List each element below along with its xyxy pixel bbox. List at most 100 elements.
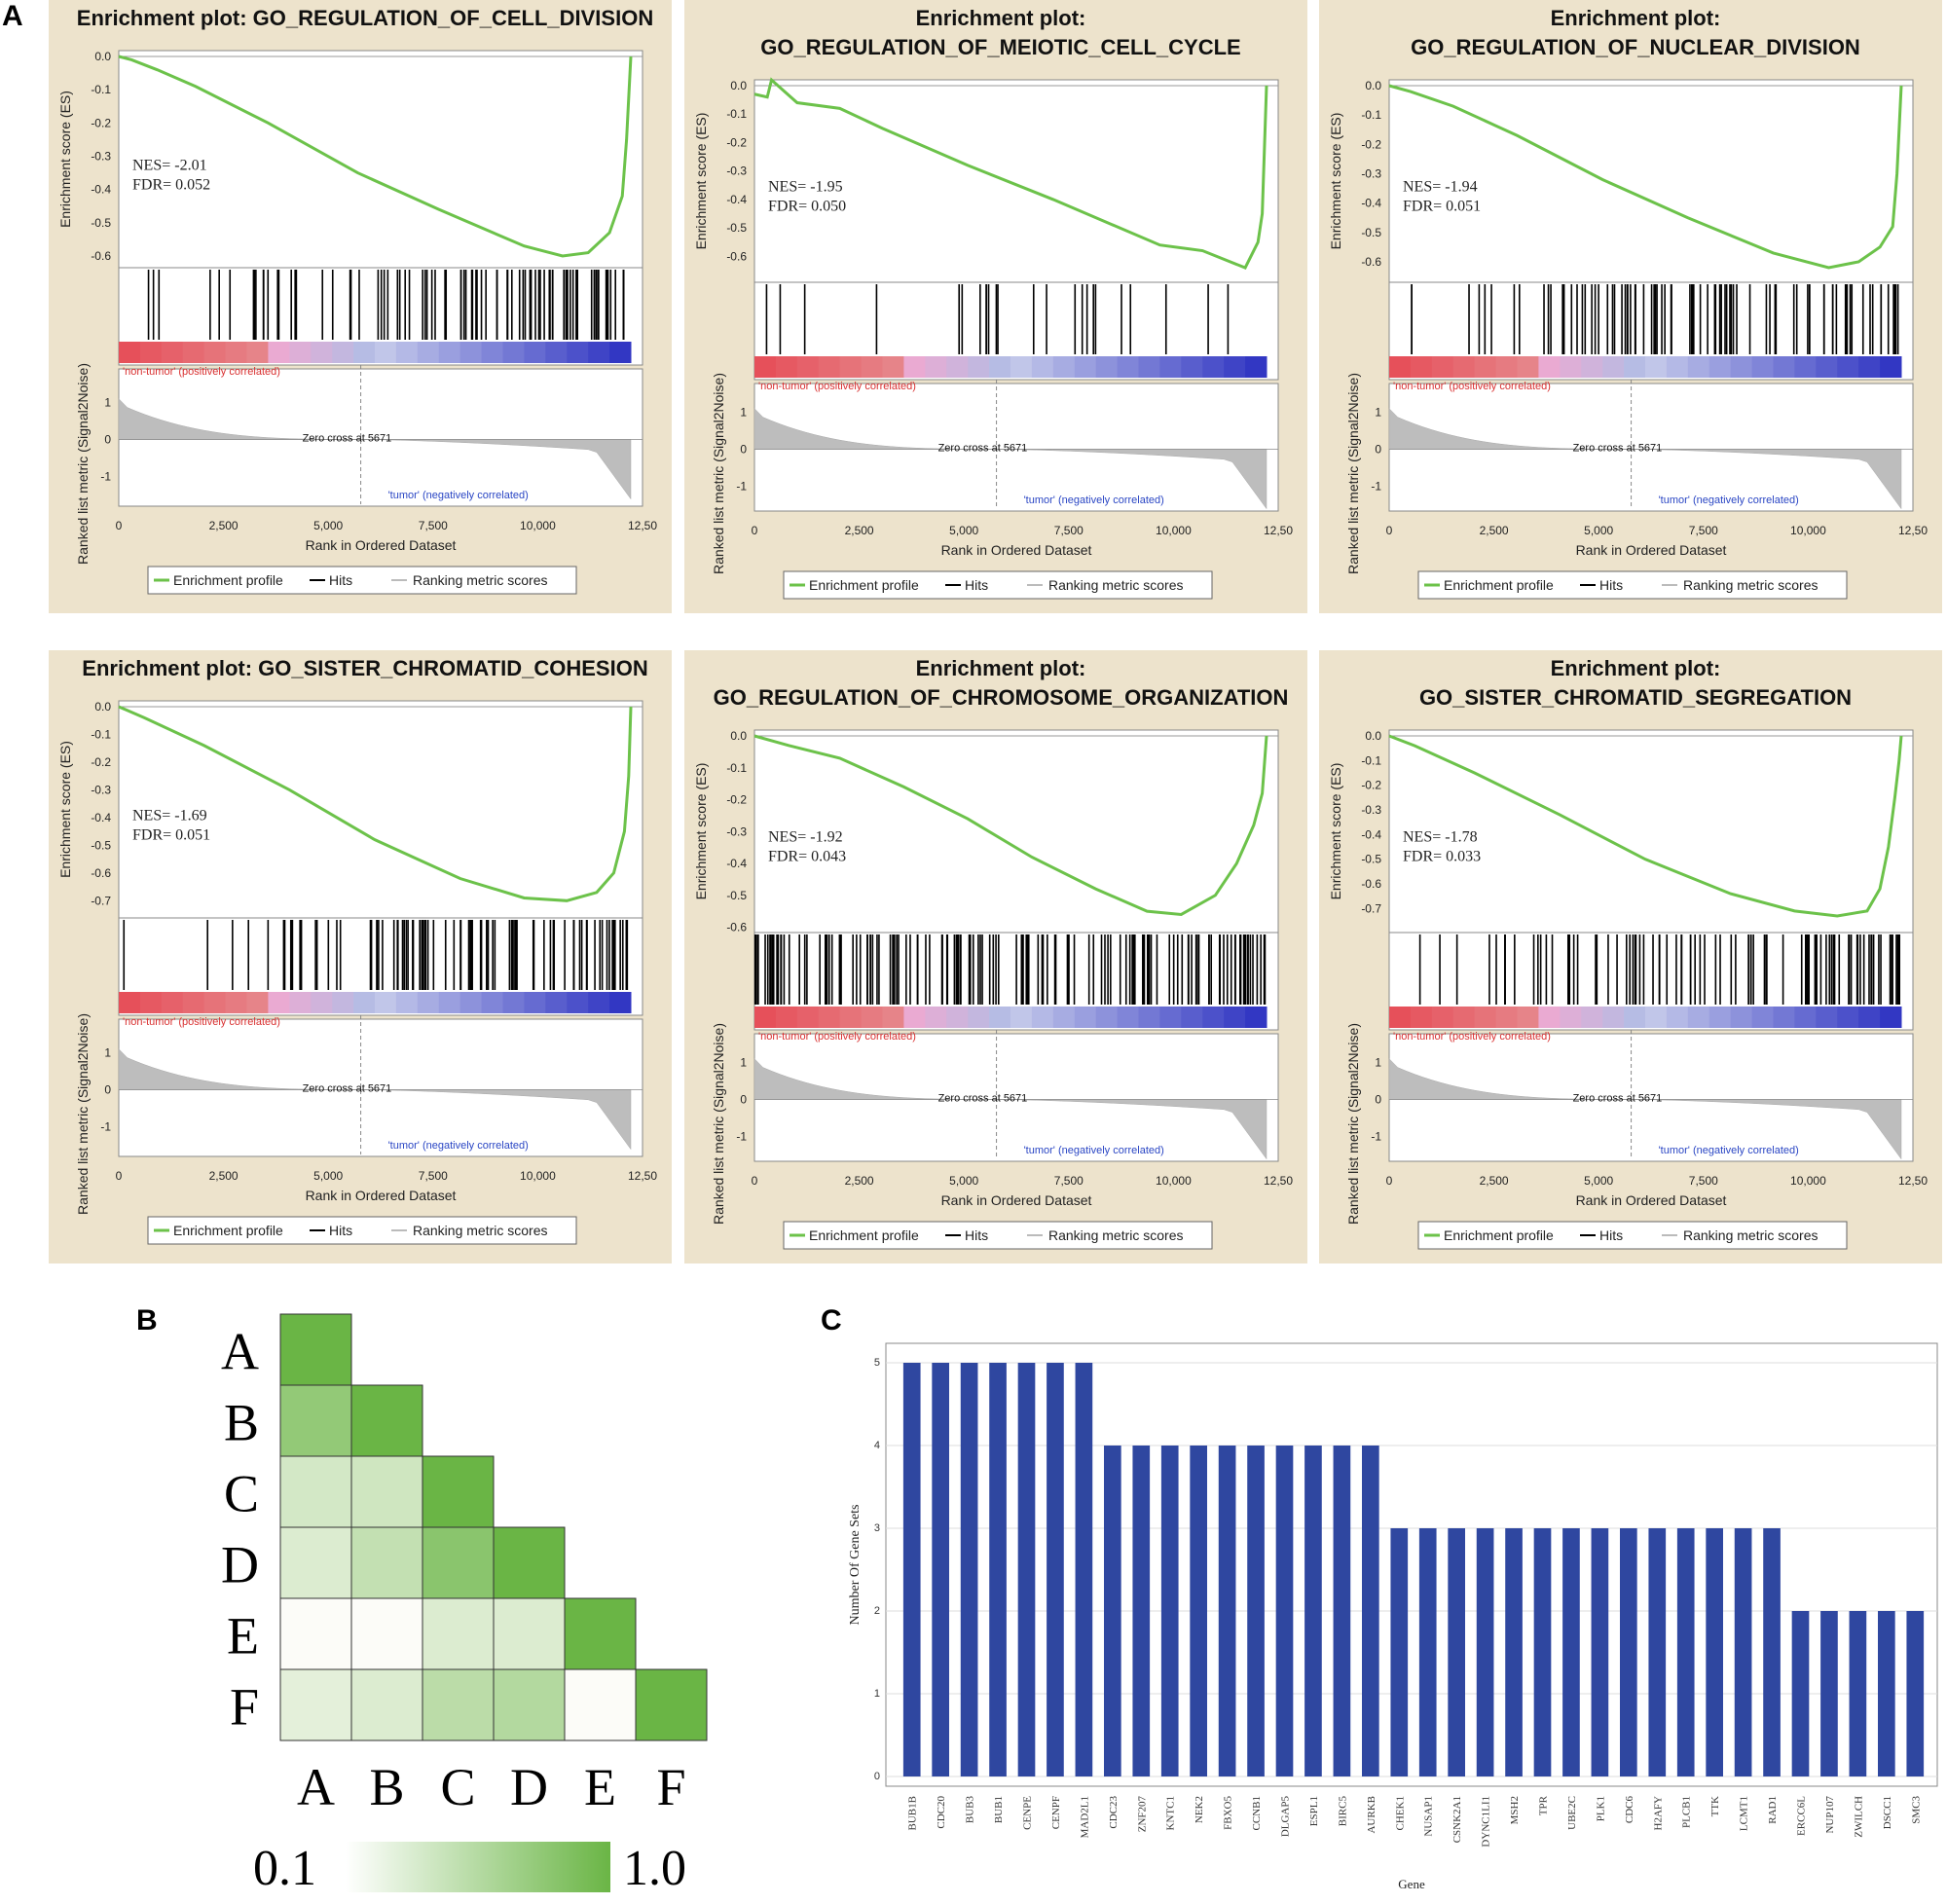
bar-chart-svg: 0 1 2 3 4 5 BUB1B CDC20 BUB3 BUB1 CENPE CENPF MAD2L1… <box>848 1342 1938 1891</box>
color-bar-segment <box>1117 356 1139 378</box>
color-bar-segment <box>1645 356 1668 378</box>
es-tick-label: -0.3 <box>726 165 747 178</box>
color-bar-segment <box>1602 356 1625 378</box>
color-bar-segment <box>1666 356 1689 378</box>
color-bar-segment <box>1095 356 1119 378</box>
color-bar-segment <box>1538 356 1561 378</box>
nes-text: NES= -1.78 <box>1403 828 1478 845</box>
gene-label: SMC3 <box>1910 1796 1922 1824</box>
heatmap-col-label: A <box>297 1758 335 1816</box>
metric-tick-label: 1 <box>104 1046 111 1060</box>
legend-box <box>1417 1221 1848 1250</box>
x-tick-label: 12,50 <box>1264 1174 1293 1188</box>
es-tick-label: -0.5 <box>1361 853 1381 866</box>
color-bar-segment <box>1581 356 1603 378</box>
color-bar-segment <box>182 342 205 363</box>
zero-cross-label: Zero cross at 5671 <box>303 1083 392 1095</box>
fdr-text: FDR= 0.051 <box>132 827 210 844</box>
color-bar-segment <box>353 992 376 1013</box>
x-tick-label: 2,500 <box>209 519 239 532</box>
color-bar-segment <box>1730 1007 1753 1028</box>
color-bar-segment <box>417 992 440 1013</box>
color-bar-segment <box>1052 356 1076 378</box>
metric-axis-label: Ranked list metric (Signal2Noise) <box>711 373 726 574</box>
color-bar-segment <box>839 356 863 378</box>
gene-bar <box>1476 1528 1494 1776</box>
gene-label: CHEK1 <box>1394 1796 1406 1830</box>
es-tick-label: -0.6 <box>1361 877 1381 891</box>
es-tick-label: -0.3 <box>91 783 111 796</box>
gsea-panel-4: Enrichment plot: GO_SISTER_CHROMATID_COH… <box>49 650 672 1263</box>
heatmap-cell <box>422 1526 495 1599</box>
es-tick-label: -0.7 <box>1361 901 1381 915</box>
gene-bar <box>1906 1611 1925 1776</box>
es-tick-label: -0.3 <box>1361 166 1381 180</box>
color-bar-segment <box>1624 1007 1646 1028</box>
negative-label: 'tumor' (negatively correlated) <box>1024 494 1164 506</box>
legend-label: Ranking metric scores <box>1048 577 1184 593</box>
scale-min-label: 0.1 <box>253 1841 316 1896</box>
gene-bar <box>1390 1528 1409 1776</box>
color-bar-segment <box>1708 1007 1732 1028</box>
gene-bar <box>1591 1528 1609 1776</box>
metric-axis-label: Ranked list metric (Signal2Noise) <box>75 363 91 565</box>
es-plot-area <box>118 700 643 919</box>
gene-label: CCNB1 <box>1251 1796 1263 1830</box>
es-tick-label: -0.4 <box>726 857 747 870</box>
heatmap-col-label: D <box>510 1758 548 1816</box>
x-tick-label: 2,500 <box>1480 524 1509 537</box>
gene-bar <box>1362 1446 1379 1776</box>
color-bar-segment <box>1138 1007 1160 1028</box>
color-bar-segment <box>1517 356 1539 378</box>
heatmap-row-label: B <box>224 1394 259 1452</box>
bar-y-axis-label: Number Of Gene Sets <box>848 1504 863 1625</box>
color-bar-segment <box>1010 1007 1033 1028</box>
metric-axis-label: Ranked list metric (Signal2Noise) <box>75 1013 91 1215</box>
color-bar-segment <box>1708 356 1732 378</box>
es-axis-label: Enrichment score (ES) <box>693 113 709 250</box>
bar-y-tick: 1 <box>874 1688 880 1700</box>
metric-tick-label: -1 <box>100 1120 111 1134</box>
heatmap-cell <box>279 1597 352 1670</box>
gene-label: ZNF207 <box>1136 1796 1148 1833</box>
positive-label: 'non-tumor' (positively correlated) <box>1393 1031 1551 1043</box>
heatmap-cell <box>422 1597 495 1670</box>
plot-title: GO_REGULATION_OF_MEIOTIC_CELL_CYCLE <box>760 35 1240 59</box>
x-tick-label: 0 <box>116 519 123 532</box>
negative-label: 'tumor' (negatively correlated) <box>388 490 529 501</box>
heatmap-cell <box>350 1384 423 1457</box>
enrichment-profile-line <box>118 55 633 258</box>
color-bar-segment <box>1837 356 1859 378</box>
color-bar-segment <box>1117 1007 1139 1028</box>
color-bar-segment <box>1581 1007 1603 1028</box>
color-bar-segment <box>861 1007 883 1028</box>
color-bar-segment <box>754 1007 777 1028</box>
gene-label: PLK1 <box>1595 1796 1606 1821</box>
color-bar-segment <box>1880 1007 1902 1028</box>
es-tick-label: -0.5 <box>91 216 111 230</box>
es-tick-label: -0.3 <box>1361 803 1381 817</box>
es-tick-label: -0.5 <box>726 221 747 235</box>
x-tick-label: 2,500 <box>845 1174 874 1188</box>
gene-bar <box>1562 1528 1580 1776</box>
heatmap-cell <box>279 1313 352 1386</box>
heatmap-row-label: A <box>221 1323 259 1381</box>
gene-bar <box>1620 1528 1637 1776</box>
es-tick-label: -0.2 <box>91 116 111 129</box>
x-tick-label: 0 <box>1386 1174 1393 1188</box>
color-bar-segment <box>1074 356 1097 378</box>
es-tick-label: -0.1 <box>91 83 111 96</box>
color-bar-segment <box>1159 1007 1182 1028</box>
metric-tick-label: 0 <box>104 433 111 447</box>
legend-box <box>783 1221 1213 1250</box>
gene-bar <box>1218 1446 1236 1776</box>
color-bar-segment <box>119 992 141 1013</box>
legend-label: Hits <box>965 577 988 593</box>
color-bar-segment <box>438 992 461 1013</box>
color-bar-segment <box>1880 356 1902 378</box>
x-tick-label: 12,50 <box>628 1169 657 1183</box>
es-tick-label: 0.0 <box>730 79 747 92</box>
legend-label: Hits <box>965 1227 988 1243</box>
color-bar-segment <box>754 356 777 378</box>
es-tick-label: -0.4 <box>1361 197 1381 210</box>
